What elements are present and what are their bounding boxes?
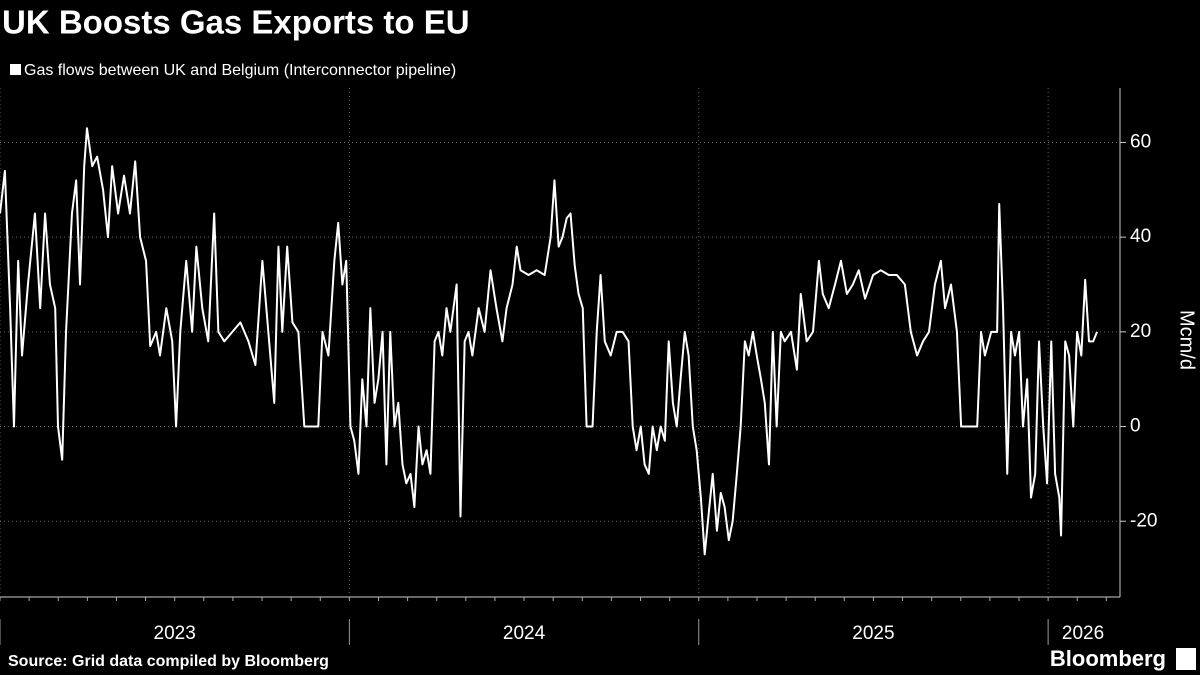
y-axis-label: Mcm/d (1176, 310, 1198, 370)
x-tick-label: 2023 (154, 623, 196, 644)
brand: Bloomberg (1050, 646, 1166, 671)
y-tick-label: 40 (1130, 226, 1151, 247)
legend-label: Gas flows between UK and Belgium (Interc… (24, 62, 456, 79)
data-line (0, 127, 1098, 556)
x-tick-label: 2024 (503, 623, 546, 644)
y-tick-label: 60 (1130, 131, 1151, 152)
x-tick-label: 2026 (1062, 623, 1104, 644)
y-tick-label: 20 (1130, 321, 1151, 342)
legend-swatch (10, 64, 21, 75)
y-tick-label: -20 (1130, 510, 1157, 531)
y-tick-label: 0 (1130, 416, 1141, 437)
brand-icon (1176, 648, 1196, 670)
source: Source: Grid data compiled by Bloomberg (8, 653, 329, 670)
x-tick-label: 2025 (852, 623, 894, 644)
chart-title: UK Boosts Gas Exports to EU (2, 4, 470, 41)
